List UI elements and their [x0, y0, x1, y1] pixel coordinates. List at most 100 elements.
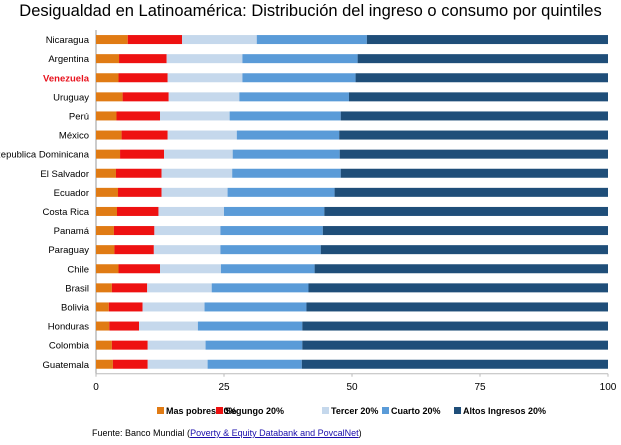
- bar-segment-5-7: [339, 149, 608, 159]
- bar-segment-5-1: [366, 35, 608, 45]
- legend-label-4: Cuarto 20%: [391, 406, 441, 416]
- bar-segment-3-4: [168, 92, 240, 102]
- source-link[interactable]: Poverty & Equity Databank and PovcalNet: [190, 428, 359, 438]
- legend-swatch-5: [454, 407, 461, 414]
- bar-segment-5-4: [348, 92, 608, 102]
- bar-segment-2-2: [119, 54, 167, 64]
- category-label: Venezuela: [43, 73, 90, 84]
- bars-layer: [96, 35, 608, 369]
- bar-segment-2-4: [122, 92, 169, 102]
- bar-segment-4-6: [236, 130, 340, 140]
- bar-segment-1-6: [96, 130, 122, 140]
- legend-swatch-4: [382, 407, 389, 414]
- bar-segment-4-12: [220, 245, 321, 255]
- bar-segment-3-3: [167, 73, 243, 83]
- bar-segment-3-9: [161, 187, 228, 197]
- bar-segment-3-1: [182, 35, 257, 45]
- bar-segment-1-2: [96, 54, 120, 64]
- bar-segment-3-12: [153, 245, 221, 255]
- bar-segment-4-2: [242, 54, 358, 64]
- bar-segment-2-14: [111, 283, 148, 293]
- bar-segment-5-11: [322, 226, 608, 236]
- bar-segment-5-14: [308, 283, 608, 293]
- bar-segment-3-2: [166, 54, 243, 64]
- bar-segment-2-11: [113, 226, 155, 236]
- bar-segment-5-10: [324, 206, 608, 216]
- x-tick-label: 0: [93, 382, 99, 393]
- bar-segment-4-1: [256, 35, 367, 45]
- bar-segment-5-12: [320, 245, 608, 255]
- bar-segment-1-7: [96, 149, 121, 159]
- bar-segment-2-1: [127, 35, 183, 45]
- bar-segment-3-8: [161, 168, 233, 178]
- legend-swatch-3: [322, 407, 329, 414]
- bar-segment-4-9: [227, 187, 335, 197]
- source-prefix: Fuente: Banco Mundial (: [92, 428, 191, 438]
- bar-segment-5-3: [355, 73, 608, 83]
- bar-segment-2-18: [112, 359, 148, 369]
- bar-segment-2-12: [114, 245, 154, 255]
- bar-segment-1-17: [96, 340, 112, 350]
- bar-segment-4-10: [224, 206, 325, 216]
- bar-segment-5-18: [301, 359, 608, 369]
- bar-segment-1-14: [96, 283, 112, 293]
- bar-segment-5-13: [314, 264, 608, 274]
- bar-segment-2-3: [118, 73, 168, 83]
- bar-segment-5-15: [306, 302, 608, 312]
- bar-segment-2-9: [118, 187, 162, 197]
- category-label: Honduras: [48, 322, 89, 333]
- category-label: Chile: [67, 264, 89, 275]
- category-label: Brasil: [65, 283, 89, 294]
- bar-segment-3-17: [147, 340, 206, 350]
- bar-segment-1-1: [96, 35, 128, 45]
- x-tick-label: 25: [218, 382, 230, 393]
- bar-segment-3-6: [167, 130, 237, 140]
- bar-segment-2-15: [108, 302, 143, 312]
- bar-segment-4-15: [204, 302, 307, 312]
- bar-segment-1-16: [96, 321, 110, 331]
- bar-segment-1-18: [96, 359, 113, 369]
- bar-segment-3-13: [160, 264, 221, 274]
- chart-title: Desigualdad en Latinoamérica: Distribuci…: [19, 2, 602, 20]
- bar-segment-4-5: [229, 111, 341, 121]
- category-label: Paraguay: [48, 245, 89, 256]
- bar-segment-2-16: [109, 321, 140, 331]
- bar-segment-1-12: [96, 245, 115, 255]
- bar-segment-4-13: [220, 264, 315, 274]
- bar-segment-3-5: [160, 111, 230, 121]
- category-label: Ecuador: [54, 188, 89, 199]
- category-label: Costa Rica: [43, 207, 90, 218]
- bar-segment-1-10: [96, 206, 117, 216]
- bar-segment-1-11: [96, 226, 114, 236]
- bar-segment-1-15: [96, 302, 109, 312]
- legend-label-5: Altos Ingresos 20%: [463, 406, 546, 416]
- bar-segment-2-13: [118, 264, 160, 274]
- category-label: México: [59, 131, 89, 142]
- category-label: Guatemala: [43, 360, 90, 371]
- bar-segment-3-16: [139, 321, 198, 331]
- bar-segment-1-13: [96, 264, 119, 274]
- bar-segment-3-10: [158, 206, 224, 216]
- category-labels: Nicaragua Argentina Venezuela Uruguay Perú Mé…: [0, 35, 90, 371]
- legend-label-3: Tercer 20%: [331, 406, 378, 416]
- category-label: Republica Dominicana: [0, 150, 90, 161]
- category-label: El Salvador: [40, 169, 89, 180]
- bar-segment-4-14: [211, 283, 309, 293]
- bar-segment-1-3: [96, 73, 119, 83]
- bar-segment-5-6: [339, 130, 608, 140]
- bar-segment-1-8: [96, 168, 116, 178]
- bar-segment-5-2: [357, 54, 608, 64]
- bar-segment-2-5: [116, 111, 160, 121]
- x-tick-label: 75: [474, 382, 486, 393]
- bar-segment-4-3: [242, 73, 356, 83]
- bar-segment-2-17: [111, 340, 148, 350]
- category-label: Colombia: [49, 341, 90, 352]
- legend-swatch-1: [157, 407, 164, 414]
- legend-label-2: Segungo 20%: [225, 406, 284, 416]
- bar-segment-3-14: [147, 283, 212, 293]
- bar-segment-3-7: [164, 149, 233, 159]
- x-tick-label: 50: [346, 382, 358, 393]
- bar-segment-2-6: [121, 130, 168, 140]
- source-note: Fuente: Banco Mundial (Poverty & Equity …: [92, 428, 362, 438]
